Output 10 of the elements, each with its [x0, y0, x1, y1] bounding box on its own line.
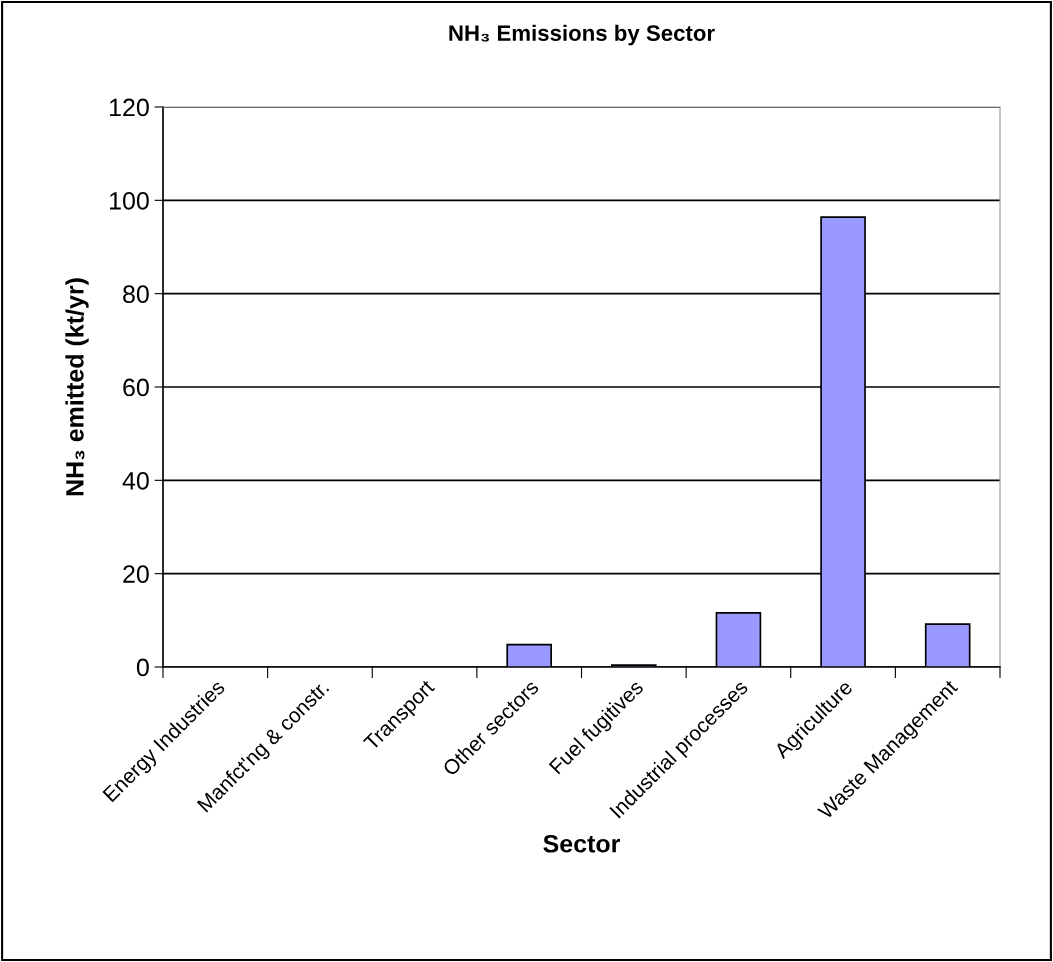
y-axis-title: NH₃ emitted (kt/yr) — [65, 278, 89, 496]
x-axis-title: Sector — [543, 834, 621, 853]
y-tick-label: 40 — [122, 471, 149, 490]
y-tick-label: 100 — [110, 191, 149, 210]
y-tick-label: 80 — [123, 285, 149, 303]
y-tick-label: 120 — [110, 98, 149, 117]
chart-title: NH₃ Emissions by Sector — [449, 24, 715, 46]
y-tick-label: 60 — [123, 378, 149, 397]
y-tick-label: 0 — [136, 658, 149, 677]
y-tick-label: 20 — [123, 565, 149, 583]
